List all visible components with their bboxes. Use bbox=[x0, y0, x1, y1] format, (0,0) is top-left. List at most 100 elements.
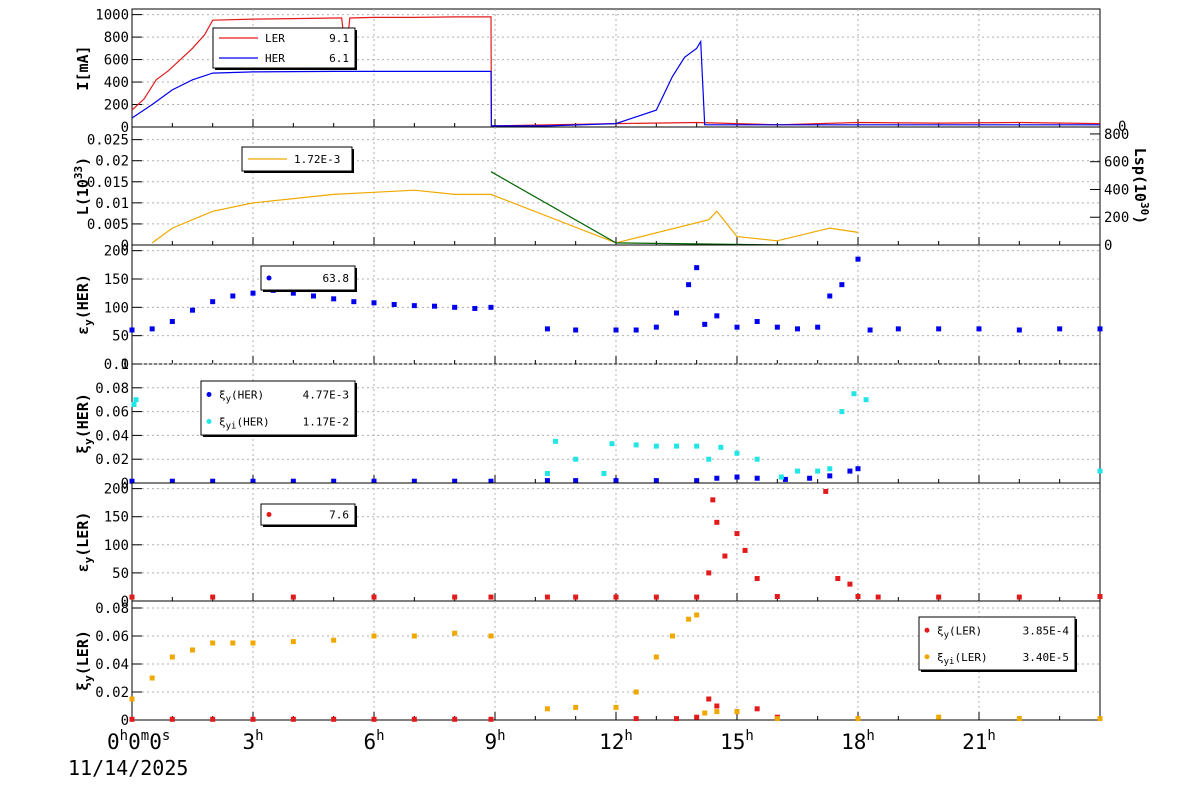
data-point bbox=[718, 444, 724, 450]
y-axis-label-rest: (HER) bbox=[74, 274, 92, 319]
data-point bbox=[452, 304, 458, 310]
data-point bbox=[131, 401, 137, 407]
legend-box bbox=[260, 503, 356, 526]
data-point bbox=[795, 468, 800, 474]
data-point bbox=[129, 594, 135, 600]
plot-frame bbox=[131, 244, 1101, 365]
y-tick-label: 150 bbox=[104, 510, 129, 526]
right-y-tick-label: 800 bbox=[1104, 127, 1129, 143]
data-point bbox=[230, 293, 236, 299]
data-point bbox=[734, 531, 740, 537]
y-axis-label-rest: (HER) bbox=[74, 393, 92, 438]
x-tick-label-sup: h bbox=[866, 728, 874, 744]
x-tick-label-sup: h bbox=[987, 728, 995, 744]
origin-unit: m bbox=[141, 728, 149, 744]
data-point bbox=[875, 594, 881, 600]
data-point bbox=[488, 478, 494, 484]
data-point bbox=[855, 256, 861, 262]
data-point bbox=[553, 438, 558, 444]
data-point bbox=[774, 716, 780, 722]
data-point bbox=[488, 633, 494, 639]
data-point bbox=[411, 478, 417, 484]
data-point bbox=[706, 570, 712, 576]
y-tick-label: 0.025 bbox=[87, 133, 129, 149]
data-point bbox=[674, 716, 679, 722]
data-point bbox=[795, 326, 800, 332]
data-point bbox=[936, 326, 942, 332]
y-tick-label: 0 bbox=[121, 238, 129, 254]
x-tick-label-text: 21 bbox=[962, 730, 987, 754]
date-label: 11/14/2025 bbox=[68, 756, 188, 780]
y-tick-label: 0 bbox=[121, 120, 129, 136]
origin-num: 0 bbox=[149, 730, 162, 754]
legend-value: 7.6 bbox=[329, 509, 349, 522]
legend-value: 63.8 bbox=[323, 272, 350, 285]
legend-name: ξ bbox=[937, 624, 944, 637]
data-point bbox=[290, 594, 296, 600]
data-point bbox=[895, 326, 901, 332]
x-tick-label-sup: h bbox=[376, 728, 384, 744]
data-point bbox=[452, 478, 458, 484]
legend-value: 4.77E-3 bbox=[303, 389, 349, 402]
data-point bbox=[827, 293, 833, 299]
legend-value: 9.1 bbox=[329, 32, 349, 45]
x-tick-label: 3h bbox=[242, 728, 263, 754]
y-axis-label: ξy(LER) bbox=[74, 630, 95, 691]
data-point bbox=[613, 478, 619, 484]
x-tick-label-text: 9 bbox=[484, 730, 497, 754]
legend-box bbox=[200, 380, 356, 436]
data-point bbox=[867, 327, 873, 333]
data-point bbox=[169, 319, 175, 324]
y-tick-label: 0.02 bbox=[95, 154, 129, 170]
origin-unit: s bbox=[162, 728, 170, 744]
data-point bbox=[210, 299, 216, 305]
data-point bbox=[839, 409, 845, 415]
data-point bbox=[851, 391, 857, 397]
y-tick-label: 0.06 bbox=[95, 629, 129, 645]
data-point bbox=[432, 303, 437, 309]
y-axis-label-text: ε bbox=[74, 326, 92, 335]
data-point bbox=[290, 716, 296, 722]
data-point bbox=[190, 307, 195, 313]
data-point bbox=[371, 594, 377, 600]
y-tick-label: 0.1 bbox=[104, 357, 129, 373]
data-point bbox=[371, 633, 377, 639]
legend-value: 1.17E-2 bbox=[303, 416, 349, 429]
data-point bbox=[710, 497, 716, 503]
data-point bbox=[129, 478, 135, 484]
y-tick-label: 0.02 bbox=[95, 452, 129, 468]
data-point bbox=[331, 296, 337, 302]
data-point bbox=[250, 478, 256, 484]
data-point bbox=[863, 397, 869, 403]
y-tick-label: 800 bbox=[104, 30, 129, 46]
legend-box bbox=[260, 265, 356, 291]
data-point bbox=[714, 519, 720, 525]
data-point bbox=[734, 324, 740, 330]
data-point bbox=[653, 324, 659, 330]
data-point bbox=[722, 553, 728, 559]
data-point bbox=[686, 282, 692, 288]
y-axis-label: I[mA] bbox=[74, 45, 92, 90]
data-point bbox=[1097, 326, 1103, 332]
y-axis-label-rest: (LER) bbox=[74, 512, 92, 557]
y-tick-label: 400 bbox=[104, 75, 129, 91]
x-tick-label-text: 6 bbox=[363, 730, 376, 754]
data-point bbox=[129, 327, 135, 333]
legend-box bbox=[212, 27, 356, 69]
data-point bbox=[835, 576, 841, 582]
legend-name: ξ bbox=[937, 651, 944, 664]
y-tick-label: 0 bbox=[121, 476, 129, 492]
data-point bbox=[190, 647, 195, 653]
right-y-tick-label: 400 bbox=[1104, 182, 1129, 198]
data-point bbox=[609, 441, 615, 447]
legend-value: 6.1 bbox=[329, 52, 349, 65]
data-point bbox=[839, 282, 845, 288]
data-point bbox=[734, 709, 740, 715]
y-axis-label-text: ξ bbox=[74, 445, 92, 454]
data-point bbox=[774, 594, 780, 600]
data-point bbox=[714, 703, 720, 709]
data-point bbox=[754, 456, 760, 462]
y-tick-label: 200 bbox=[104, 244, 129, 260]
data-point bbox=[613, 327, 619, 333]
